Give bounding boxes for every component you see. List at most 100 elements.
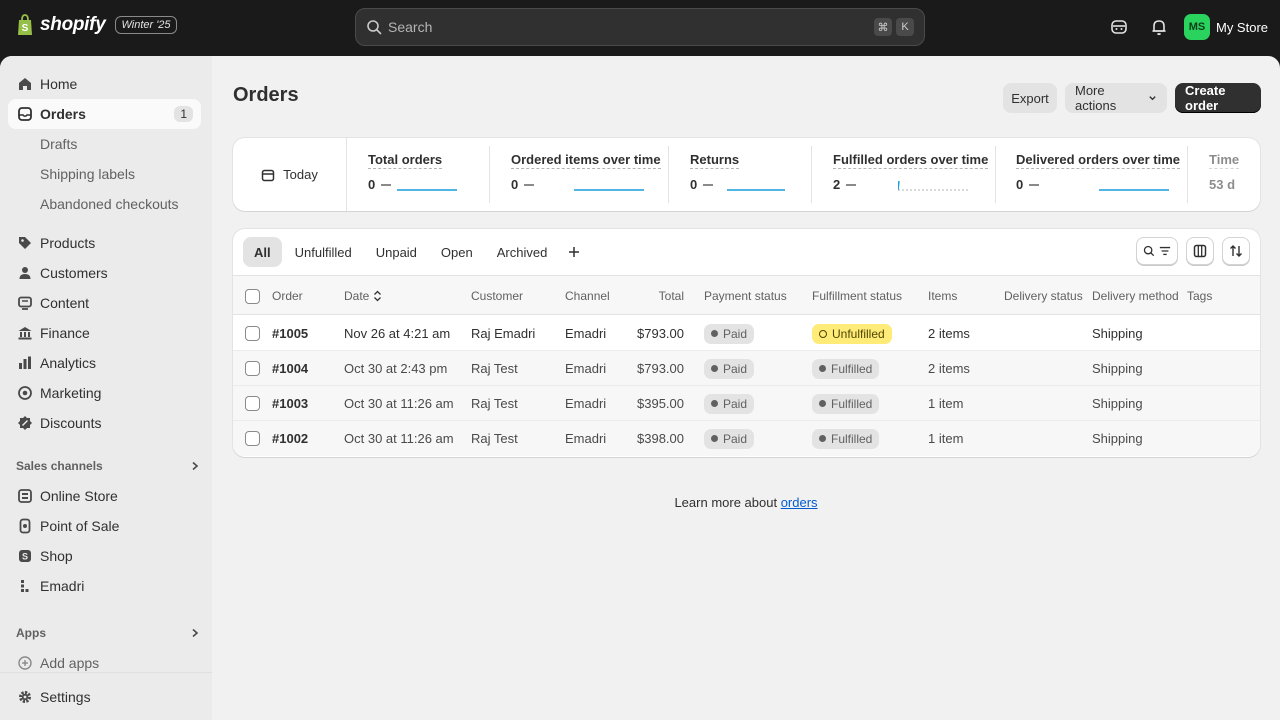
brand-wordmark: shopify (40, 14, 106, 35)
notifications-button[interactable] (1144, 12, 1174, 42)
col-tags[interactable]: Tags (1187, 289, 1213, 303)
sales-channels-header[interactable]: Sales channels (16, 456, 201, 476)
row-checkbox-cell[interactable] (245, 421, 260, 456)
sidebar-item-analytics[interactable]: Analytics (8, 348, 201, 378)
metric-total-orders[interactable]: Total orders 0 (368, 152, 458, 198)
row-checkbox-cell[interactable] (245, 316, 260, 351)
sidebar-item-shipping-labels[interactable]: Shipping labels (8, 159, 201, 189)
metric-time-partial[interactable]: Time 53 d (1209, 152, 1240, 198)
table-row[interactable]: #1002 Oct 30 at 11:26 am Raj Test Emadri… (233, 421, 1260, 456)
order-items[interactable]: 1 item (928, 431, 964, 446)
bank-icon (16, 324, 34, 342)
col-total[interactable]: Total (658, 289, 684, 303)
sidebar-item-add-apps[interactable]: Add apps (8, 648, 201, 678)
sort-button[interactable] (1222, 237, 1250, 265)
fulfillment-status-cell: Fulfilled (812, 351, 880, 386)
shopify-logo[interactable]: S shopify Winter '25 (16, 14, 177, 36)
sidebar-item-products[interactable]: Products (8, 228, 201, 258)
sidebar-item-abandoned-checkouts[interactable]: Abandoned checkouts (8, 189, 201, 219)
metric-fulfilled-orders[interactable]: Fulfilled orders over time 2 (833, 152, 989, 198)
search-input[interactable]: Search ⌘ K (355, 8, 925, 46)
sidebar-item-drafts[interactable]: Drafts (8, 129, 201, 159)
trend-dash (381, 183, 392, 186)
metric-ordered-items[interactable]: Ordered items over time 0 (511, 152, 661, 198)
order-items[interactable]: 2 items (928, 361, 970, 376)
col-payment-status[interactable]: Payment status (704, 289, 787, 303)
date-range-button[interactable]: Today (233, 138, 347, 211)
sidebar-item-orders[interactable]: Orders 1 (8, 99, 201, 129)
export-button[interactable]: Export (1003, 83, 1057, 113)
sidekick-button[interactable] (1104, 12, 1134, 42)
col-order[interactable]: Order (272, 289, 303, 303)
row-checkbox-cell[interactable] (245, 351, 260, 386)
add-view-button[interactable] (560, 238, 588, 266)
col-channel[interactable]: Channel (565, 289, 610, 303)
sidebar-item-marketing[interactable]: Marketing (8, 378, 201, 408)
tab-unpaid[interactable]: Unpaid (375, 244, 417, 260)
chevron-down-icon (1149, 96, 1156, 101)
fulfillment-status-badge: Fulfilled (812, 393, 880, 414)
more-actions-button[interactable]: More actions (1065, 83, 1167, 113)
search-filter-button[interactable] (1136, 237, 1178, 265)
tab-open[interactable]: Open (440, 244, 473, 260)
metric-delivered-orders[interactable]: Delivered orders over time 0 (1016, 152, 1181, 198)
checkbox[interactable] (245, 396, 260, 411)
create-order-button[interactable]: Create order (1175, 83, 1261, 113)
order-number[interactable]: #1002 (272, 431, 309, 446)
order-items[interactable]: 1 item (928, 396, 964, 411)
edition-badge[interactable]: Winter '25 (115, 16, 177, 34)
checkbox[interactable] (245, 431, 260, 446)
metric-returns[interactable]: Returns 0 (690, 152, 786, 198)
fulfillment-status-badge: Fulfilled (812, 358, 880, 379)
payment-status-cell: Paid (704, 386, 755, 421)
table-row[interactable]: #1004 Oct 30 at 2:43 pm Raj Test Emadri … (233, 351, 1260, 386)
sidebar-item-label: Customers (40, 265, 108, 281)
store-menu[interactable]: MS My Store (1183, 14, 1268, 40)
sidebar-item-customers[interactable]: Customers (8, 258, 201, 288)
tab-unfulfilled[interactable]: Unfulfilled (294, 244, 352, 260)
row-checkbox-cell[interactable] (245, 386, 260, 421)
tab-archived[interactable]: Archived (496, 244, 548, 260)
apps-header[interactable]: Apps (16, 623, 201, 643)
order-items[interactable]: 2 items (928, 326, 970, 341)
sidebar-item-emadri[interactable]: Emadri (8, 571, 201, 601)
order-channel: Emadri (565, 361, 607, 376)
col-delivery-method[interactable]: Delivery method (1092, 289, 1179, 303)
search-icon (367, 20, 382, 35)
orders-help-link[interactable]: orders (780, 495, 818, 510)
checkbox[interactable] (245, 361, 260, 376)
col-delivery-status[interactable]: Delivery status (1004, 289, 1083, 303)
search-placeholder: Search (388, 19, 433, 35)
status-dot (819, 435, 826, 442)
channel-icon (16, 577, 34, 595)
tab-all[interactable]: All (243, 237, 282, 267)
order-number[interactable]: #1005 (272, 326, 309, 341)
sidebar-item-content[interactable]: Content (8, 288, 201, 318)
col-customer[interactable]: Customer (471, 289, 524, 303)
sidebar-item-point-of-sale[interactable]: Point of Sale (8, 511, 201, 541)
badge-label: Paid (723, 431, 748, 446)
sidebar-item-finance[interactable]: Finance (8, 318, 201, 348)
sidebar-item-discounts[interactable]: Discounts (8, 408, 201, 438)
sidebar-item-label: Analytics (40, 355, 97, 371)
order-customer: Raj Emadri (471, 326, 536, 341)
sidebar-item-home[interactable]: Home (8, 69, 201, 99)
checkbox[interactable] (245, 326, 260, 341)
columns-button[interactable] (1186, 237, 1214, 265)
sidebar-item-label: Point of Sale (40, 518, 120, 534)
sidebar-item-shop[interactable]: S Shop (8, 541, 201, 571)
select-all-checkbox[interactable] (245, 276, 260, 316)
col-items[interactable]: Items (928, 289, 958, 303)
checkbox[interactable] (245, 288, 260, 304)
bar-chart-icon (16, 354, 34, 372)
payment-status-badge: Paid (704, 358, 755, 379)
sidebar-item-online-store[interactable]: Online Store (8, 481, 201, 511)
order-number[interactable]: #1004 (272, 361, 309, 376)
table-row[interactable]: #1003 Oct 30 at 11:26 am Raj Test Emadri… (233, 386, 1260, 421)
order-number[interactable]: #1003 (272, 396, 309, 411)
table-row[interactable]: #1005 Nov 26 at 4:21 am Raj Emadri Emadr… (233, 316, 1260, 351)
metric-divider (489, 146, 490, 203)
col-fulfillment-status[interactable]: Fulfillment status (812, 289, 903, 303)
sidebar-item-settings[interactable]: Settings (8, 682, 201, 712)
col-date[interactable]: Date (344, 276, 382, 316)
